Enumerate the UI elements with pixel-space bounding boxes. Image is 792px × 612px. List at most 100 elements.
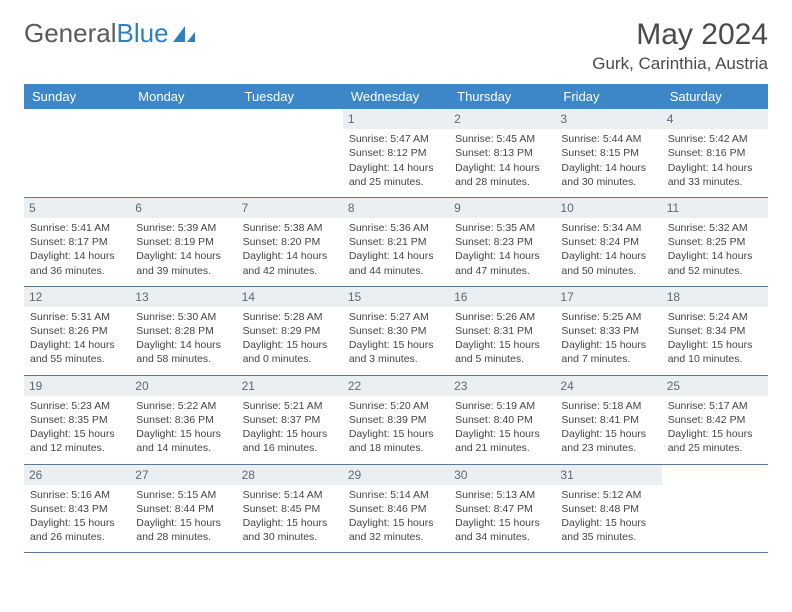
daylight-text: and 55 minutes. (30, 352, 124, 366)
daylight-text: Daylight: 14 hours (243, 249, 337, 263)
calendar-day-cell: 19Sunrise: 5:23 AMSunset: 8:35 PMDayligh… (24, 375, 130, 464)
sunrise-text: Sunrise: 5:17 AM (668, 399, 762, 413)
day-number: 14 (237, 287, 343, 307)
sunrise-text: Sunrise: 5:36 AM (349, 221, 443, 235)
calendar-day-cell: 16Sunrise: 5:26 AMSunset: 8:31 PMDayligh… (449, 286, 555, 375)
daylight-text: Daylight: 14 hours (349, 249, 443, 263)
day-number: 3 (555, 109, 661, 129)
calendar-day-cell: 17Sunrise: 5:25 AMSunset: 8:33 PMDayligh… (555, 286, 661, 375)
sunset-text: Sunset: 8:20 PM (243, 235, 337, 249)
daylight-text: Daylight: 15 hours (30, 427, 124, 441)
daylight-text: and 32 minutes. (349, 530, 443, 544)
sunrise-text: Sunrise: 5:42 AM (668, 132, 762, 146)
sunrise-text: Sunrise: 5:23 AM (30, 399, 124, 413)
daylight-text: Daylight: 14 hours (136, 249, 230, 263)
daylight-text: Daylight: 14 hours (455, 249, 549, 263)
day-number: 28 (237, 465, 343, 485)
sunset-text: Sunset: 8:26 PM (30, 324, 124, 338)
sunrise-text: Sunrise: 5:22 AM (136, 399, 230, 413)
calendar-week-row: 5Sunrise: 5:41 AMSunset: 8:17 PMDaylight… (24, 197, 768, 286)
sunrise-text: Sunrise: 5:39 AM (136, 221, 230, 235)
calendar-day-cell: 29Sunrise: 5:14 AMSunset: 8:46 PMDayligh… (343, 464, 449, 553)
calendar-day-cell: 24Sunrise: 5:18 AMSunset: 8:41 PMDayligh… (555, 375, 661, 464)
daylight-text: and 16 minutes. (243, 441, 337, 455)
sunset-text: Sunset: 8:33 PM (561, 324, 655, 338)
day-number: 25 (662, 376, 768, 396)
calendar-day-cell: 22Sunrise: 5:20 AMSunset: 8:39 PMDayligh… (343, 375, 449, 464)
calendar-day-cell: 7Sunrise: 5:38 AMSunset: 8:20 PMDaylight… (237, 197, 343, 286)
daylight-text: Daylight: 15 hours (243, 516, 337, 530)
daylight-text: and 5 minutes. (455, 352, 549, 366)
sunrise-text: Sunrise: 5:15 AM (136, 488, 230, 502)
day-number: 6 (130, 198, 236, 218)
sunrise-text: Sunrise: 5:44 AM (561, 132, 655, 146)
sunset-text: Sunset: 8:43 PM (30, 502, 124, 516)
sunrise-text: Sunrise: 5:27 AM (349, 310, 443, 324)
logo: GeneralBlue (24, 18, 197, 49)
calendar-day-cell: 27Sunrise: 5:15 AMSunset: 8:44 PMDayligh… (130, 464, 236, 553)
day-number: 20 (130, 376, 236, 396)
daylight-text: Daylight: 14 hours (136, 338, 230, 352)
logo-text-2: Blue (117, 18, 169, 49)
day-number: 11 (662, 198, 768, 218)
calendar-week-row: 12Sunrise: 5:31 AMSunset: 8:26 PMDayligh… (24, 286, 768, 375)
daylight-text: and 36 minutes. (30, 264, 124, 278)
weekday-header: Wednesday (343, 84, 449, 109)
daylight-text: Daylight: 14 hours (561, 161, 655, 175)
calendar-day-cell: 25Sunrise: 5:17 AMSunset: 8:42 PMDayligh… (662, 375, 768, 464)
sunset-text: Sunset: 8:15 PM (561, 146, 655, 160)
sunset-text: Sunset: 8:19 PM (136, 235, 230, 249)
daylight-text: and 28 minutes. (455, 175, 549, 189)
daylight-text: Daylight: 14 hours (30, 249, 124, 263)
daylight-text: and 18 minutes. (349, 441, 443, 455)
sunset-text: Sunset: 8:48 PM (561, 502, 655, 516)
calendar-day-cell: 30Sunrise: 5:13 AMSunset: 8:47 PMDayligh… (449, 464, 555, 553)
daylight-text: and 12 minutes. (30, 441, 124, 455)
daylight-text: and 42 minutes. (243, 264, 337, 278)
sunset-text: Sunset: 8:45 PM (243, 502, 337, 516)
sunset-text: Sunset: 8:28 PM (136, 324, 230, 338)
calendar-day-cell: . (24, 109, 130, 197)
calendar-day-cell: 28Sunrise: 5:14 AMSunset: 8:45 PMDayligh… (237, 464, 343, 553)
calendar-week-row: 19Sunrise: 5:23 AMSunset: 8:35 PMDayligh… (24, 375, 768, 464)
calendar-day-cell: 14Sunrise: 5:28 AMSunset: 8:29 PMDayligh… (237, 286, 343, 375)
daylight-text: and 35 minutes. (561, 530, 655, 544)
day-number: 26 (24, 465, 130, 485)
sunrise-text: Sunrise: 5:16 AM (30, 488, 124, 502)
day-number: 21 (237, 376, 343, 396)
sunset-text: Sunset: 8:13 PM (455, 146, 549, 160)
daylight-text: Daylight: 15 hours (668, 427, 762, 441)
daylight-text: and 7 minutes. (561, 352, 655, 366)
calendar-day-cell: 15Sunrise: 5:27 AMSunset: 8:30 PMDayligh… (343, 286, 449, 375)
daylight-text: and 28 minutes. (136, 530, 230, 544)
weekday-header: Monday (130, 84, 236, 109)
sunset-text: Sunset: 8:46 PM (349, 502, 443, 516)
calendar-day-cell: 8Sunrise: 5:36 AMSunset: 8:21 PMDaylight… (343, 197, 449, 286)
daylight-text: Daylight: 14 hours (30, 338, 124, 352)
daylight-text: Daylight: 15 hours (349, 338, 443, 352)
day-number: 5 (24, 198, 130, 218)
calendar-day-cell: 4Sunrise: 5:42 AMSunset: 8:16 PMDaylight… (662, 109, 768, 197)
sunset-text: Sunset: 8:16 PM (668, 146, 762, 160)
calendar-day-cell: 3 Sunrise: 5:44 AMSunset: 8:15 PMDaylight… (555, 109, 661, 197)
calendar-table: Sunday Monday Tuesday Wednesday Thursday… (24, 84, 768, 553)
daylight-text: and 25 minutes. (668, 441, 762, 455)
daylight-text: and 25 minutes. (349, 175, 443, 189)
sunset-text: Sunset: 8:36 PM (136, 413, 230, 427)
day-number: 23 (449, 376, 555, 396)
sunset-text: Sunset: 8:17 PM (30, 235, 124, 249)
sunset-text: Sunset: 8:30 PM (349, 324, 443, 338)
sunset-text: Sunset: 8:31 PM (455, 324, 549, 338)
day-number: 4 (662, 109, 768, 129)
sunset-text: Sunset: 8:25 PM (668, 235, 762, 249)
day-number: 2 (449, 109, 555, 129)
sunrise-text: Sunrise: 5:25 AM (561, 310, 655, 324)
daylight-text: and 21 minutes. (455, 441, 549, 455)
calendar-day-cell: 21Sunrise: 5:21 AMSunset: 8:37 PMDayligh… (237, 375, 343, 464)
day-number: 9 (449, 198, 555, 218)
day-number: 30 (449, 465, 555, 485)
calendar-day-cell: 9Sunrise: 5:35 AMSunset: 8:23 PMDaylight… (449, 197, 555, 286)
sunrise-text: Sunrise: 5:35 AM (455, 221, 549, 235)
sunrise-text: Sunrise: 5:38 AM (243, 221, 337, 235)
day-number: 22 (343, 376, 449, 396)
